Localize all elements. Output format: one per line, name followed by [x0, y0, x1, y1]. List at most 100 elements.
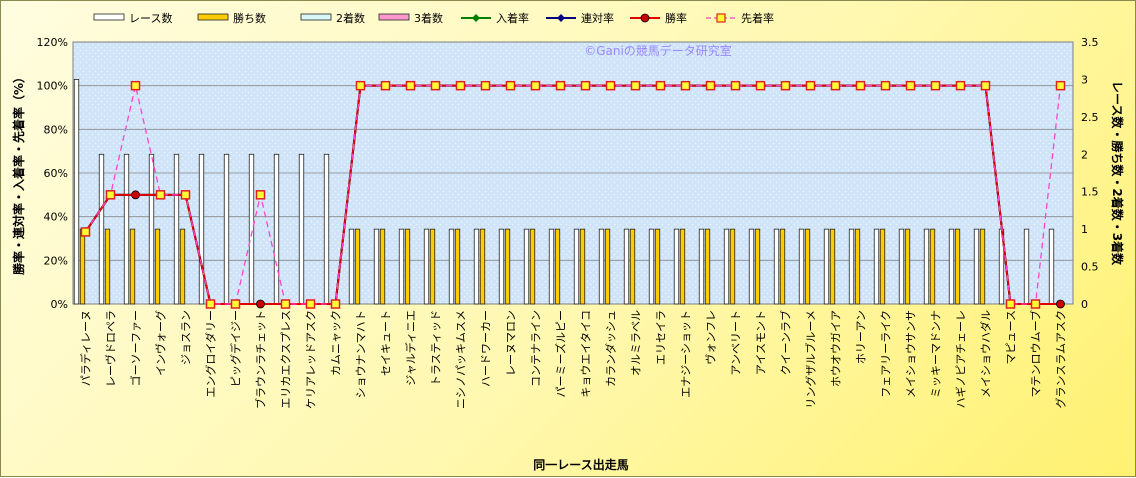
bar-勝ち数	[929, 228, 936, 305]
bar-レース数	[548, 228, 555, 305]
point-先着率	[255, 190, 266, 200]
bar-レース数	[1023, 228, 1030, 305]
x-tick-label: ミッキーマドンナ	[930, 310, 943, 398]
watermark: ©Ganiの競馬データ研究室	[584, 43, 732, 58]
legend-label-先着率: 先着率	[741, 11, 774, 25]
y-left-tick: 40%	[44, 211, 68, 224]
x-tick-label: メイショウハダル	[979, 310, 993, 398]
bar-レース数	[273, 153, 280, 305]
x-tick-label: レーヌマロン	[505, 310, 518, 376]
bar-レース数	[98, 153, 105, 305]
bar-レース数	[498, 228, 505, 305]
point-先着率	[530, 80, 541, 91]
point-先着率	[555, 80, 566, 91]
y-right-tick: 0	[1081, 298, 1088, 311]
point-先着率	[705, 80, 716, 91]
bar-勝ち数	[779, 228, 786, 305]
bar-レース数	[423, 228, 430, 305]
point-先着率	[280, 299, 291, 309]
bar-勝ち数	[879, 228, 886, 305]
bar-勝ち数	[654, 228, 661, 305]
x-tick-label: エリカエクスプレス	[280, 310, 293, 409]
bar-レース数	[298, 153, 305, 305]
bar-レース数	[773, 228, 780, 305]
x-tick-label: ホリーアン	[855, 310, 868, 364]
y-left-tick: 0%	[51, 298, 68, 311]
x-tick-label: クイーンラブ	[779, 310, 793, 375]
legend-swatch-レース数	[93, 13, 125, 21]
point-先着率	[80, 227, 91, 237]
x-tick-label: ゴーソーファー	[129, 310, 143, 386]
bar-レース数	[473, 228, 480, 305]
x-tick-label: トラスティッド	[430, 310, 443, 386]
legend-label-2着数: 2着数	[336, 11, 365, 25]
y-right-tick: 0.5	[1081, 261, 1099, 274]
x-tick-label: カムニャック	[330, 310, 343, 376]
x-tick-label: マピュース	[1005, 310, 1018, 364]
x-tick-label: オルミラベル	[630, 310, 643, 376]
x-tick-label: インヴォーグ	[154, 310, 168, 376]
legend-label-レース数: レース数	[129, 12, 172, 25]
bar-勝ち数	[479, 228, 486, 305]
bar-レース数	[73, 79, 80, 305]
bar-勝ち数	[154, 228, 161, 305]
bar-勝ち数	[629, 228, 636, 305]
x-tick-label: エナジーショット	[680, 310, 693, 398]
point-先着率	[405, 80, 416, 91]
legend-label-入着率: 入着率	[496, 11, 529, 25]
point-先着率	[830, 80, 841, 91]
point-先着率	[105, 190, 116, 200]
bar-勝ち数	[979, 228, 986, 305]
point-先着率	[955, 80, 966, 91]
bar-レース数	[323, 153, 330, 305]
x-tick-label: アイスモント	[755, 310, 768, 375]
bar-レース数	[973, 228, 980, 305]
x-tick-label: リングザルブルーメ	[804, 310, 818, 409]
x-tick-label: ブラウンラチェット	[254, 310, 268, 409]
x-tick-label: アンベリート	[730, 310, 743, 376]
bar-レース数	[373, 228, 380, 305]
bar-レース数	[673, 228, 680, 305]
bar-勝ち数	[804, 228, 811, 305]
x-tick-label: フェアリーライク	[880, 310, 893, 398]
point-先着率	[330, 299, 341, 309]
bar-勝ち数	[904, 228, 911, 305]
bar-レース数	[648, 228, 655, 305]
point-先着率	[855, 80, 866, 91]
legend-swatch-3着数	[378, 13, 410, 21]
x-tick-label: ヴォンフレ	[704, 310, 718, 365]
point-先着率	[780, 80, 791, 91]
legend-swatch-2着数	[300, 13, 332, 21]
point-先着率	[630, 80, 641, 91]
y-left-tick: 100%	[37, 80, 68, 93]
point-先着率	[380, 80, 391, 91]
y-right-axis-title: レース数・勝ち数・2着数・3着数	[1110, 81, 1125, 266]
x-tick-label: ジョスラン	[180, 310, 193, 365]
x-tick-label: カランダッシュ	[604, 310, 618, 387]
bar-レース数	[823, 228, 830, 305]
legend-marker-勝率	[640, 13, 650, 23]
point-先着率	[180, 190, 191, 200]
x-tick-label: エングロイダリー	[204, 310, 218, 398]
point-勝率	[256, 299, 265, 309]
point-先着率	[880, 80, 891, 91]
x-tick-label: コンテナライン	[530, 310, 543, 387]
y-left-axis-title: 勝率・連対率・入着率・先着率（%）	[11, 71, 26, 275]
point-先着率	[655, 80, 666, 91]
bar-レース数	[698, 228, 705, 305]
bar-レース数	[1048, 228, 1055, 305]
line-先着率	[84, 85, 1062, 305]
x-tick-label: ハギノピアチェーレ	[955, 310, 968, 408]
legend-swatch-勝ち数	[197, 13, 229, 21]
y-right-tick: 1.5	[1081, 186, 1099, 199]
point-先着率	[730, 80, 741, 91]
legend-label-勝率: 勝率	[665, 11, 687, 25]
x-tick-label: ニシノパッキムスメ	[455, 310, 468, 409]
bar-勝ち数	[454, 228, 461, 305]
point-先着率	[805, 80, 816, 91]
bar-勝ち数	[129, 228, 136, 305]
point-先着率	[205, 299, 216, 309]
bar-勝ち数	[529, 228, 536, 305]
